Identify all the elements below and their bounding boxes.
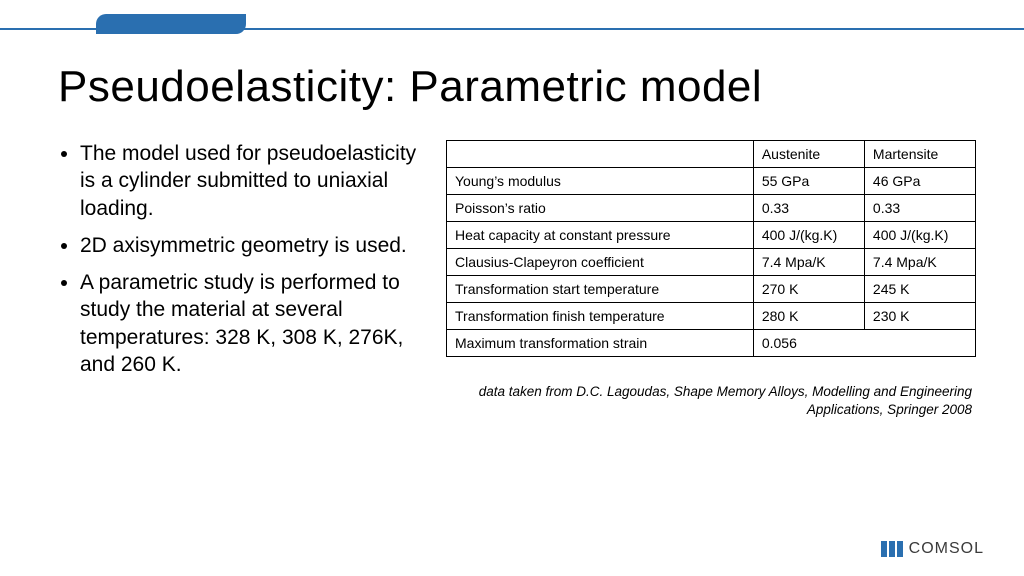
bullet-item: 2D axisymmetric geometry is used. [80, 232, 418, 259]
martensite-cell: 7.4 Mpa/K [864, 249, 975, 276]
table-row: Heat capacity at constant pressure400 J/… [447, 222, 976, 249]
table-row: Poisson’s ratio0.330.33 [447, 195, 976, 222]
param-name-cell: Maximum transformation strain [447, 330, 754, 357]
table-header-row: AusteniteMartensite [447, 141, 976, 168]
austenite-cell: 0.33 [753, 195, 864, 222]
table-row: Transformation finish temperature280 K23… [447, 303, 976, 330]
austenite-cell: 55 GPa [753, 168, 864, 195]
param-name-cell: Clausius-Clapeyron coefficient [447, 249, 754, 276]
param-name-cell: Transformation finish temperature [447, 303, 754, 330]
comsol-icon [881, 541, 903, 557]
param-name-cell: Heat capacity at constant pressure [447, 222, 754, 249]
table-column: AusteniteMartensiteYoung’s modulus55 GPa… [446, 140, 976, 526]
param-name-cell: Transformation start temperature [447, 276, 754, 303]
martensite-cell: 245 K [864, 276, 975, 303]
martensite-cell: 0.33 [864, 195, 975, 222]
header-tab [96, 14, 246, 34]
table-row: Transformation start temperature270 K245… [447, 276, 976, 303]
slide-title: Pseudoelasticity: Parametric model [58, 62, 966, 112]
citation-text: data taken from D.C. Lagoudas, Shape Mem… [446, 383, 976, 419]
param-name-cell: Young’s modulus [447, 168, 754, 195]
bullet-list: The model used for pseudoelasticity is a… [58, 140, 418, 378]
table-row: Maximum transformation strain0.056 [447, 330, 976, 357]
slide: Pseudoelasticity: Parametric model The m… [0, 0, 1024, 576]
table-row: Clausius-Clapeyron coefficient7.4 Mpa/K7… [447, 249, 976, 276]
bullet-item: A parametric study is performed to study… [80, 269, 418, 378]
martensite-cell: 46 GPa [864, 168, 975, 195]
brand-name: COMSOL [909, 540, 984, 558]
parameters-table: AusteniteMartensiteYoung’s modulus55 GPa… [446, 140, 976, 357]
table-header-cell: Austenite [753, 141, 864, 168]
martensite-cell: 400 J/(kg.K) [864, 222, 975, 249]
param-name-cell: Poisson’s ratio [447, 195, 754, 222]
austenite-cell: 7.4 Mpa/K [753, 249, 864, 276]
austenite-cell: 270 K [753, 276, 864, 303]
bullet-column: The model used for pseudoelasticity is a… [58, 140, 418, 526]
slide-body: The model used for pseudoelasticity is a… [58, 140, 976, 526]
param-value-cell: 0.056 [753, 330, 975, 357]
table-header-cell [447, 141, 754, 168]
bullet-item: The model used for pseudoelasticity is a… [80, 140, 418, 222]
brand-logo: COMSOL [881, 540, 984, 558]
austenite-cell: 400 J/(kg.K) [753, 222, 864, 249]
martensite-cell: 230 K [864, 303, 975, 330]
austenite-cell: 280 K [753, 303, 864, 330]
table-header-cell: Martensite [864, 141, 975, 168]
table-row: Young’s modulus55 GPa46 GPa [447, 168, 976, 195]
